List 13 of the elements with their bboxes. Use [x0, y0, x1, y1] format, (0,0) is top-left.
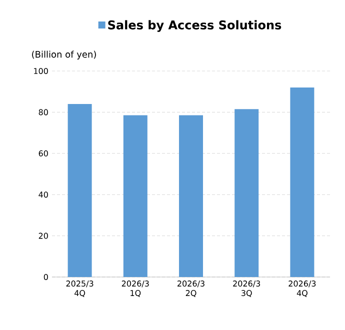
- legend-label: Sales by Access Solutions: [108, 20, 282, 32]
- y-tick-label: 20: [38, 232, 48, 239]
- x-tick-label: 2026/3 3Q: [233, 280, 260, 298]
- x-tick-label: 2025/3 4Q: [66, 280, 94, 298]
- y-tick-label: 0: [44, 274, 48, 280]
- x-tick-label: 2026/3 2Q: [178, 280, 204, 298]
- y-tick-label: 80: [38, 109, 48, 116]
- y-tick-label: 40: [38, 192, 48, 198]
- y-axis-title: (Billion of yen): [32, 50, 96, 60]
- x-tick-label: 2026/3 1Q: [122, 280, 149, 298]
- x-tick-label: 2026/3 4Q: [288, 280, 316, 298]
- y-tick-label: 100: [34, 68, 48, 74]
- y-tick-label: 60: [38, 150, 48, 156]
